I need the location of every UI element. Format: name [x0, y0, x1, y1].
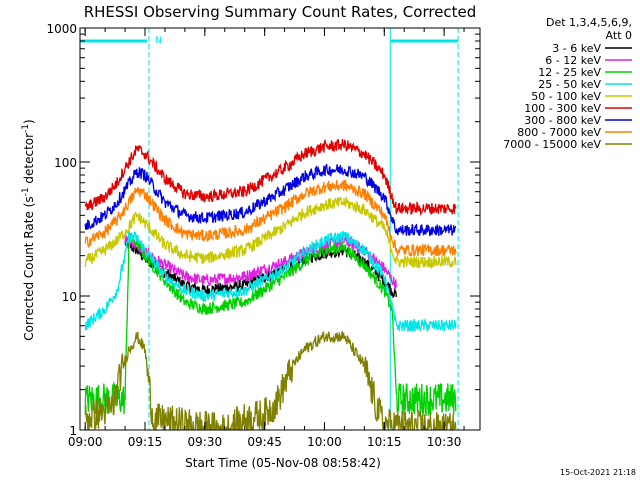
x-tick-label-3: 09:45: [247, 435, 282, 449]
y-tick-label-0: 1: [69, 424, 77, 438]
legend-label-2: 12 - 25 keV: [538, 66, 601, 79]
legend-label-5: 100 - 300 keV: [524, 102, 601, 115]
x-tick-label-1: 09:15: [128, 435, 163, 449]
series-line-7: [84, 179, 457, 258]
y-axis-label-end: ): [22, 119, 36, 124]
legend-label-6: 300 - 800 keV: [524, 114, 601, 127]
x-tick-label-5: 10:15: [367, 435, 402, 449]
x-tick-label-4: 10:00: [307, 435, 342, 449]
y-axis-label-mid: detector: [22, 133, 36, 188]
plot-layer: N: [80, 28, 459, 430]
footer-date: 15-Oct-2021 21:18: [560, 468, 636, 477]
plot-inner: N: [80, 28, 459, 430]
series-line-5: [84, 138, 457, 217]
legend-label-8: 7000 - 15000 keV: [503, 138, 601, 151]
series-line-4: [84, 196, 457, 270]
y-tick-label-1: 10: [62, 290, 77, 304]
axis-layer: 09:00 09:15 09:30 09:45 10:00 10:15 10:30 1 10 10…: [46, 22, 481, 449]
annotation-0: N: [155, 36, 162, 46]
legend-label-0: 3 - 6 keV: [552, 42, 601, 55]
x-tick-label-6: 10:30: [427, 435, 462, 449]
chart-title: RHESSI Observing Summary Count Rates, Co…: [84, 3, 477, 21]
legend-header-line2: Att 0: [606, 29, 632, 42]
y-axis-label: Corrected Count Rate (s-1 detector-1): [21, 119, 36, 340]
series-line-6: [84, 163, 457, 237]
x-tick-label-0: 09:00: [68, 435, 103, 449]
x-tick-label-2: 09:30: [188, 435, 223, 449]
y-tick-label-3: 1000: [46, 22, 77, 36]
series-line-8: [84, 331, 457, 430]
legend-label-4: 50 - 100 keV: [531, 90, 601, 103]
legend-label-3: 25 - 50 keV: [538, 78, 601, 91]
y-axis-label-sup1: -1: [21, 187, 31, 196]
x-axis-label: Start Time (05-Nov-08 08:58:42): [185, 456, 381, 470]
series-line-3: [84, 230, 457, 333]
legend-label-1: 6 - 12 keV: [545, 54, 601, 67]
legend-label-7: 800 - 7000 keV: [517, 126, 601, 139]
y-axis-label-main: Corrected Count Rate (s: [22, 196, 36, 340]
legend-header-line1: Det 1,3,4,5,6,9,: [546, 16, 632, 29]
plot-frame: [79, 27, 481, 431]
y-axis-label-sup2: -1: [21, 124, 31, 133]
y-tick-label-2: 100: [54, 156, 77, 170]
